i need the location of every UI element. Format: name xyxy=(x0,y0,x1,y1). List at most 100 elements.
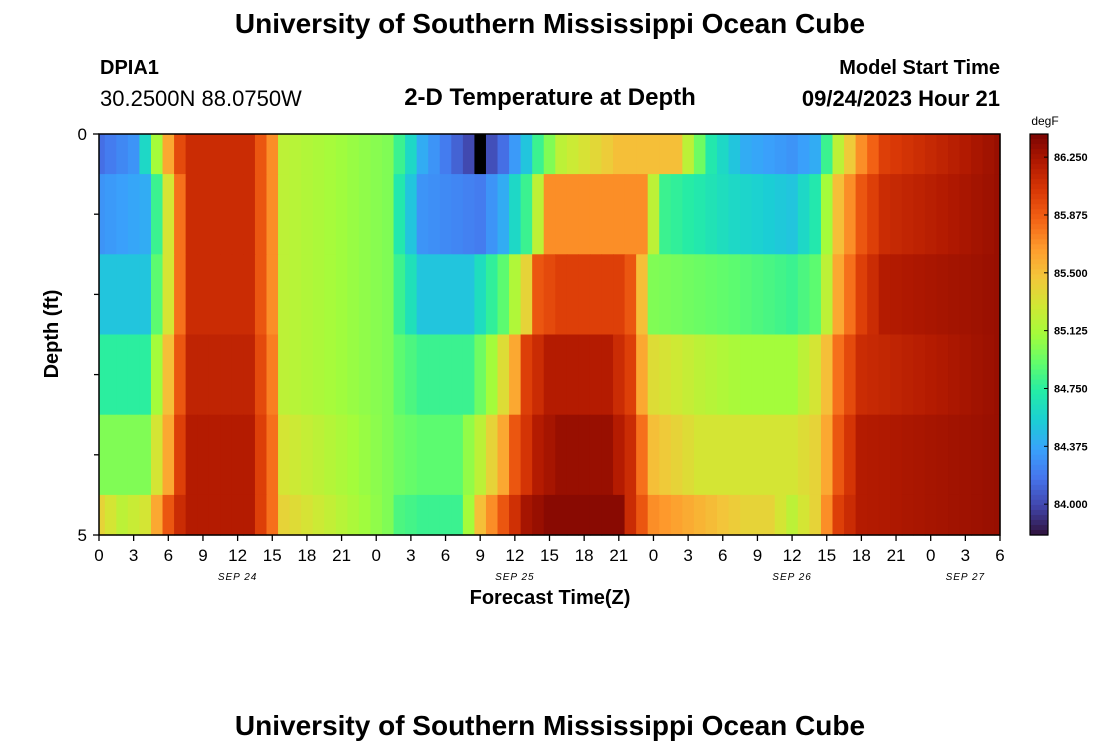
heatmap-cell xyxy=(312,414,325,496)
heatmap-cell xyxy=(705,334,718,416)
heatmap-cell xyxy=(693,414,707,496)
heatmap-cell xyxy=(127,174,141,255)
heatmap-cell xyxy=(971,174,984,255)
heatmap-cell xyxy=(693,254,707,336)
heatmap-cell xyxy=(104,174,117,255)
heatmap-cell xyxy=(578,134,591,175)
heatmap-cell xyxy=(509,134,522,175)
heatmap-cell xyxy=(578,414,591,496)
heatmap-cell xyxy=(543,334,556,416)
heatmap-cell xyxy=(682,134,695,175)
heatmap-cell xyxy=(578,174,591,255)
heatmap-cell xyxy=(751,334,764,416)
heatmap-cell xyxy=(890,334,903,416)
heatmap-cell xyxy=(266,174,279,255)
colorbar-tick-label: 85.875 xyxy=(1054,210,1088,222)
heatmap-cell xyxy=(740,334,753,416)
heatmap-cell xyxy=(451,134,464,175)
heatmap-cell xyxy=(693,494,707,536)
heatmap-cell xyxy=(393,134,406,175)
heatmap-cell xyxy=(936,254,949,336)
heatmap-cell xyxy=(520,174,533,255)
colorbar-segment xyxy=(1030,189,1048,195)
heatmap-cell xyxy=(751,134,764,175)
heatmap-cell xyxy=(890,174,903,255)
heatmap-cell xyxy=(289,134,302,175)
heatmap-cell xyxy=(624,334,637,416)
colorbar-segment xyxy=(1030,309,1048,316)
colorbar-segment xyxy=(1030,314,1048,321)
heatmap-cell xyxy=(312,494,325,536)
heatmap-cell xyxy=(150,494,164,536)
heatmap-cell xyxy=(116,254,129,336)
heatmap-cell xyxy=(266,414,279,496)
heatmap-cell xyxy=(693,334,707,416)
colorbar-segment xyxy=(1030,369,1048,376)
heatmap-cell xyxy=(335,174,348,255)
heatmap-cell xyxy=(682,254,695,336)
colorbar-segment xyxy=(1030,304,1048,311)
heatmap-cell xyxy=(566,254,579,336)
heatmap-cell xyxy=(127,134,141,175)
heatmap-cell xyxy=(936,174,949,255)
heatmap-cell xyxy=(659,414,672,496)
heatmap-cell xyxy=(254,334,268,416)
heatmap-cell xyxy=(948,414,961,496)
heatmap-cell xyxy=(347,254,360,336)
heatmap-cell xyxy=(174,334,187,416)
heatmap-cell xyxy=(416,494,429,536)
heatmap-cell xyxy=(751,414,764,496)
heatmap-cell xyxy=(428,494,441,536)
heatmap-cell xyxy=(705,494,718,536)
heatmap-cell xyxy=(509,174,522,255)
colorbar-segment xyxy=(1030,139,1048,145)
heatmap-cell xyxy=(613,414,626,496)
heatmap-cell xyxy=(751,254,764,336)
heatmap-cell xyxy=(509,494,522,536)
colorbar-segment xyxy=(1030,294,1048,301)
x-axis-label: Forecast Time(Z) xyxy=(470,587,631,609)
heatmap-cell xyxy=(948,334,961,416)
heatmap-cell xyxy=(301,174,314,255)
heatmap-cell xyxy=(982,174,995,255)
heatmap-cell xyxy=(913,174,926,255)
colorbar-segment xyxy=(1030,469,1048,476)
colorbar-segment xyxy=(1030,514,1048,521)
colorbar-segment xyxy=(1030,234,1048,240)
station-coordinates: 30.2500N 88.0750W xyxy=(100,86,302,111)
heatmap-cell xyxy=(809,494,822,536)
heatmap-cell xyxy=(543,414,556,496)
heatmap-cell xyxy=(208,254,221,336)
heatmap-cell xyxy=(127,334,141,416)
heatmap-cell xyxy=(924,334,938,416)
heatmap-cell xyxy=(624,174,637,255)
heatmap-cell xyxy=(439,254,452,336)
heatmap-cell xyxy=(867,414,880,496)
x-tick-label: 0 xyxy=(371,546,380,565)
heatmap-cell xyxy=(820,174,834,255)
heatmap-cell xyxy=(578,334,591,416)
heatmap-cell xyxy=(659,334,672,416)
heatmap-cell xyxy=(820,414,834,496)
heatmap-cell xyxy=(832,494,845,536)
heatmap-cell xyxy=(855,134,868,175)
heatmap-cell xyxy=(740,174,753,255)
heatmap-cell xyxy=(185,254,198,336)
heatmap-cell xyxy=(220,134,233,175)
heatmap-cell xyxy=(497,334,510,416)
x-tick-label: 15 xyxy=(263,546,282,565)
heatmap-cell xyxy=(601,254,614,336)
colorbar-segment xyxy=(1030,184,1048,190)
heatmap-cell xyxy=(728,134,741,175)
heatmap-cell xyxy=(139,334,152,416)
heatmap-cell xyxy=(139,494,152,536)
heatmap-cell xyxy=(589,134,603,175)
heatmap-cell xyxy=(474,494,487,536)
heatmap-cell xyxy=(555,174,568,255)
heatmap-cell xyxy=(197,334,210,416)
heatmap-cell xyxy=(127,494,141,536)
heatmap-cell xyxy=(370,134,383,175)
colorbar-segment xyxy=(1030,504,1048,511)
heatmap-cell xyxy=(636,174,649,255)
heatmap-cell xyxy=(393,414,406,496)
